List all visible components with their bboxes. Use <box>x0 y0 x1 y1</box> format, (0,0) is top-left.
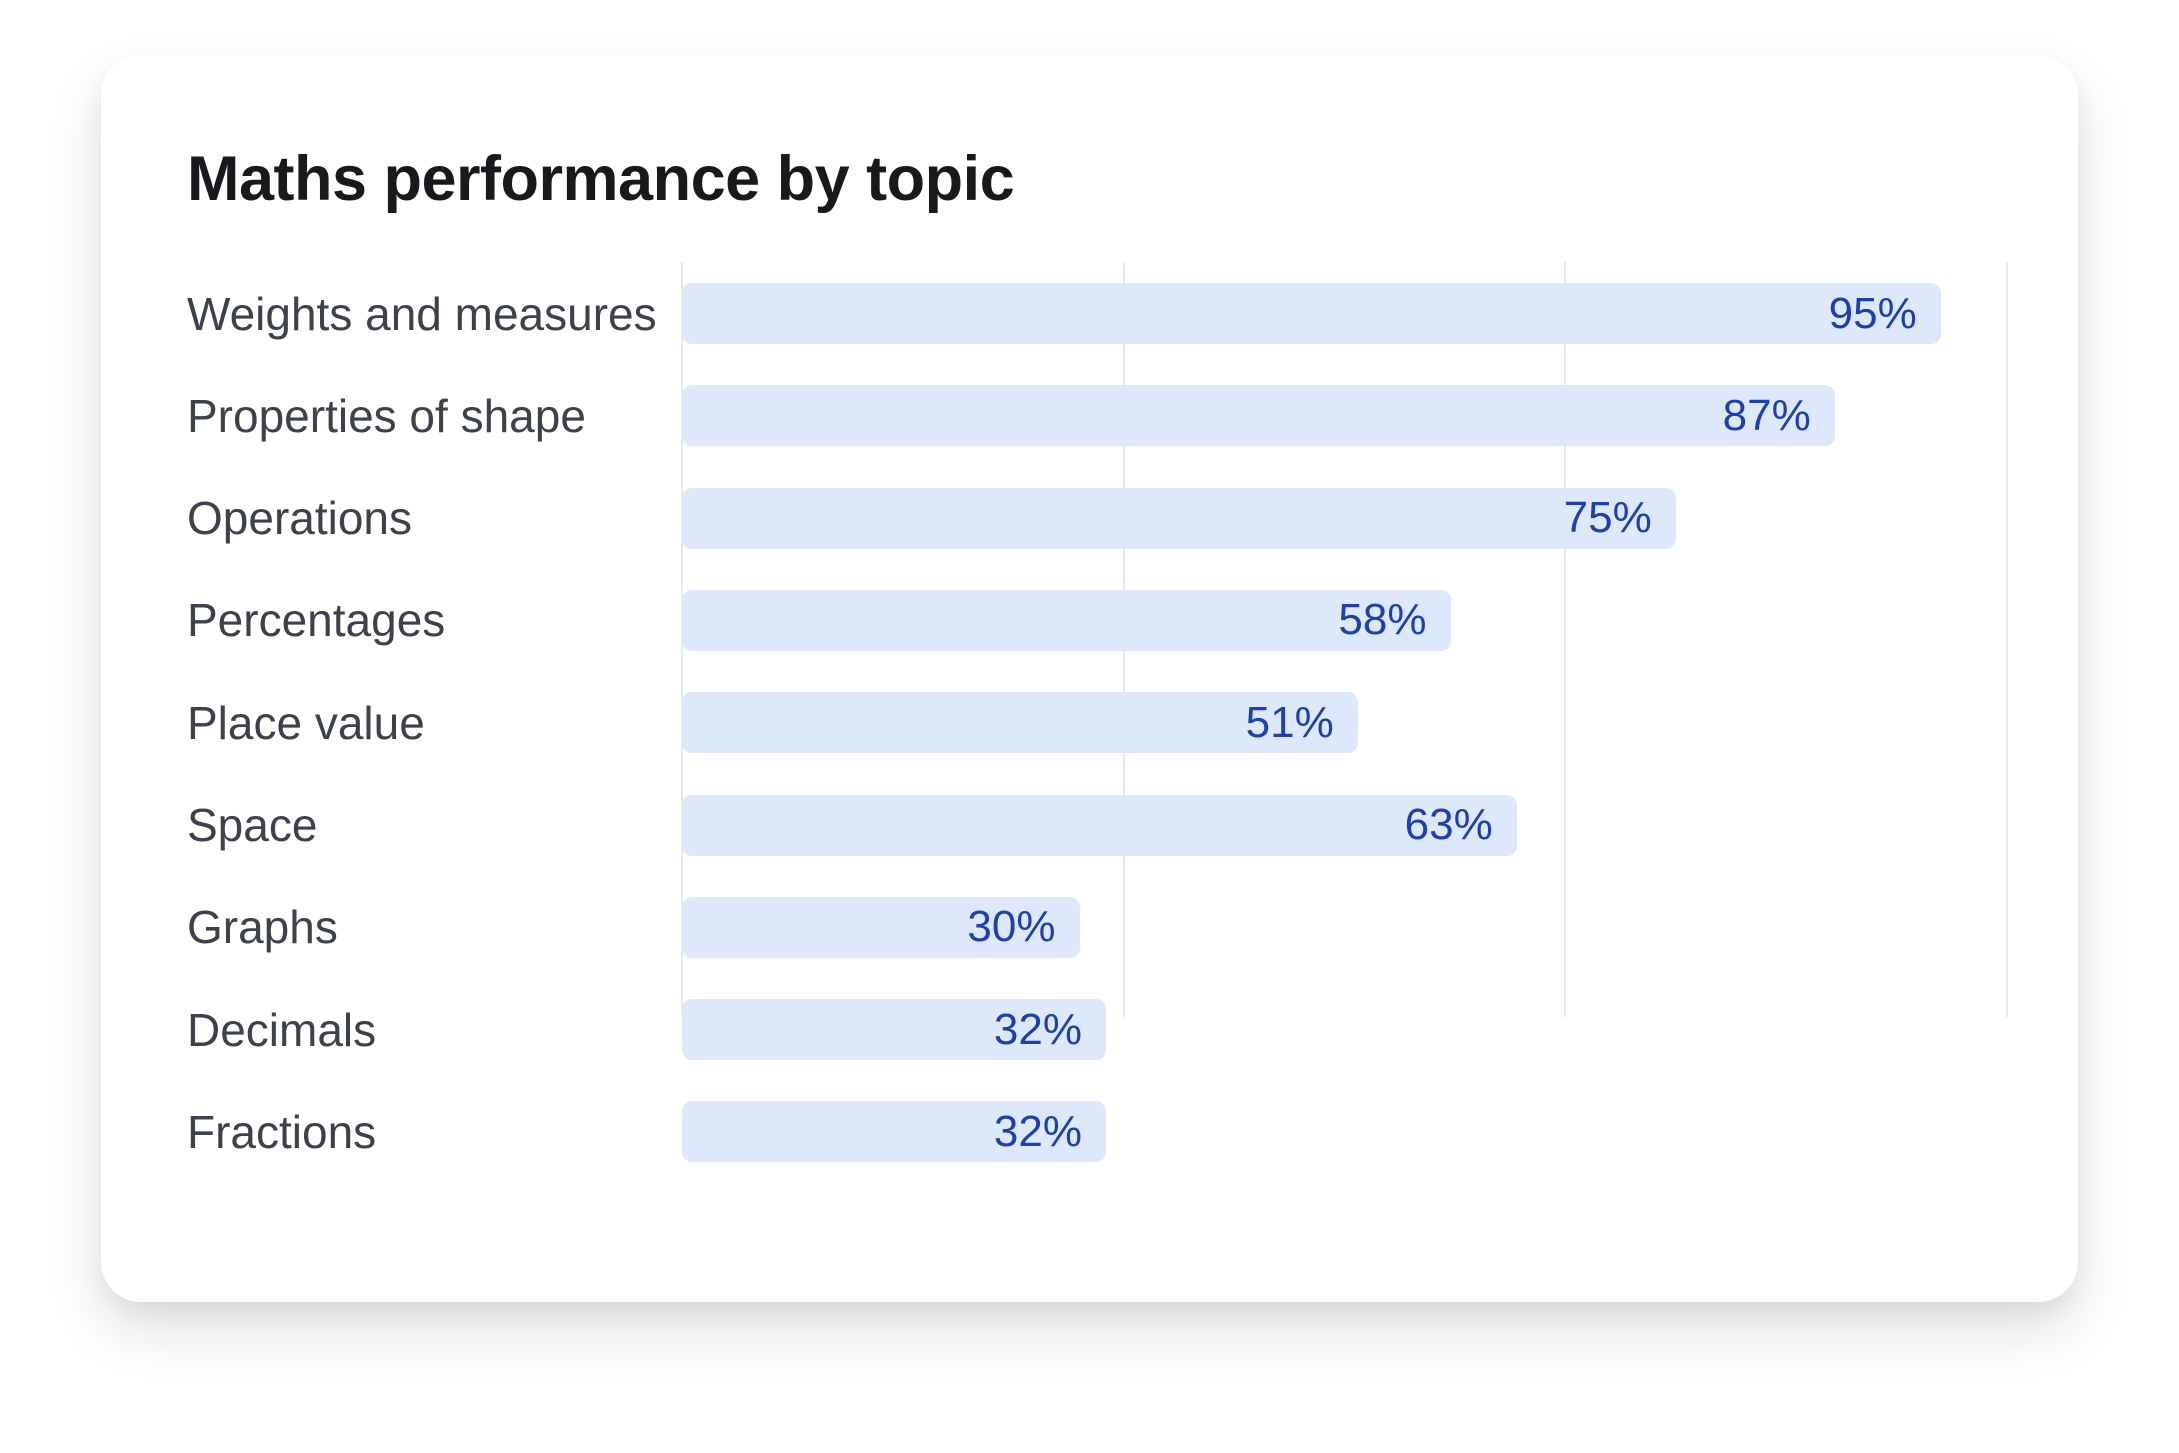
category-label: Place value <box>187 696 425 749</box>
value-bar: 58% <box>682 589 1451 651</box>
chart-card: Maths performance by topic Weights and m… <box>101 55 2078 1302</box>
category-label: Properties of shape <box>187 389 586 442</box>
value-label: 63% <box>1404 800 1493 850</box>
value-bar: 30% <box>682 896 1080 958</box>
category-label: Space <box>187 799 318 852</box>
chart-row: Graphs 30% <box>187 876 2007 978</box>
value-bar: 75% <box>682 487 1676 549</box>
bar-track: 32% <box>682 999 2007 1061</box>
bar-track: 63% <box>682 794 2007 856</box>
chart-row: Properties of shape 87% <box>187 365 2007 467</box>
category-label: Fractions <box>187 1105 377 1158</box>
bar-chart: Weights and measures 95% Properties of s… <box>187 262 2008 1183</box>
value-label: 95% <box>1828 288 1917 338</box>
value-bar: 87% <box>682 385 1835 447</box>
bar-track: 30% <box>682 896 2007 958</box>
bar-track: 87% <box>682 385 2007 447</box>
chart-row: Percentages 58% <box>187 569 2007 671</box>
bar-track: 51% <box>682 692 2007 754</box>
chart-row: Decimals 32% <box>187 979 2007 1081</box>
value-label: 75% <box>1563 493 1652 543</box>
value-label: 51% <box>1245 697 1334 747</box>
chart-row: Operations 75% <box>187 467 2007 569</box>
category-label: Operations <box>187 492 413 545</box>
chart-row: Space 63% <box>187 774 2007 876</box>
category-label: Percentages <box>187 594 446 647</box>
bar-track: 32% <box>682 1101 2007 1163</box>
value-bar: 51% <box>682 692 1358 754</box>
bar-track: 75% <box>682 487 2007 549</box>
bar-track: 58% <box>682 589 2007 651</box>
category-label: Decimals <box>187 1003 377 1056</box>
chart-row: Weights and measures 95% <box>187 262 2007 364</box>
value-label: 87% <box>1722 390 1811 440</box>
value-label: 32% <box>993 1106 1082 1156</box>
chart-row: Fractions 32% <box>187 1081 2007 1183</box>
value-bar: 63% <box>682 794 1517 856</box>
bar-track: 95% <box>682 283 2007 345</box>
chart-title: Maths performance by topic <box>187 144 1015 214</box>
value-label: 30% <box>967 902 1056 952</box>
value-label: 58% <box>1338 595 1427 645</box>
value-label: 32% <box>993 1004 1082 1054</box>
category-label: Weights and measures <box>187 287 657 340</box>
category-label: Graphs <box>187 901 338 954</box>
value-bar: 95% <box>682 283 1941 345</box>
chart-rows: Weights and measures 95% Properties of s… <box>187 262 2007 1183</box>
value-bar: 32% <box>682 1101 1106 1163</box>
value-bar: 32% <box>682 999 1106 1061</box>
chart-row: Place value 51% <box>187 672 2007 774</box>
